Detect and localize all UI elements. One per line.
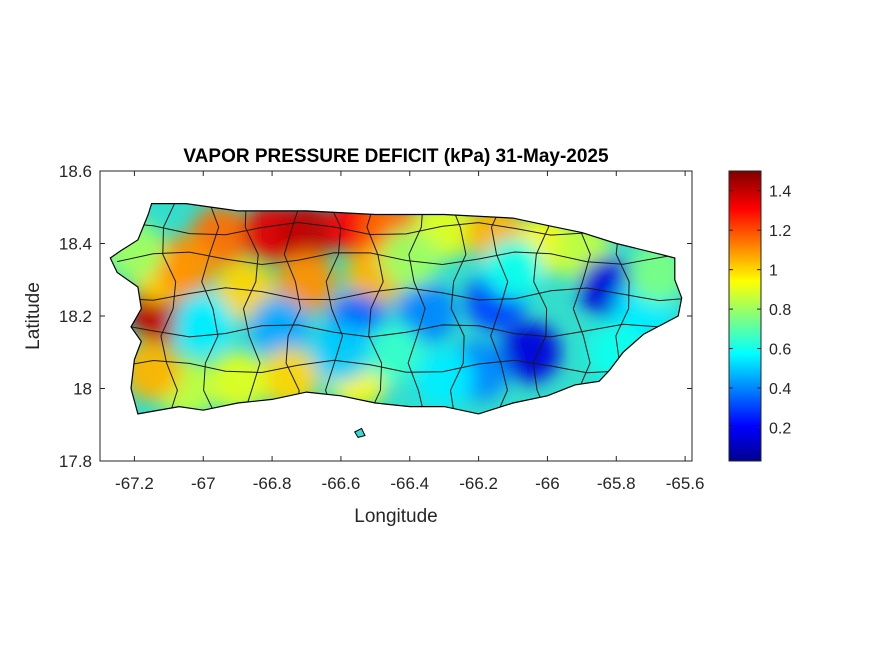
- colorbar-tick-label: 0.2: [769, 420, 791, 437]
- municipal-boundary: [242, 203, 261, 418]
- y-tick-label: 18.4: [59, 235, 92, 254]
- x-tick-label: -67: [191, 474, 216, 493]
- municipal-boundary: [117, 323, 682, 338]
- municipal-boundary: [283, 203, 302, 418]
- x-tick-label: -65.8: [597, 474, 636, 493]
- municipal-boundary: [532, 203, 550, 418]
- heat-point-11: [156, 235, 216, 296]
- colorbar-tick-label: 0.8: [769, 302, 791, 319]
- heat-point-33: [310, 322, 371, 383]
- x-tick-label: -65.6: [666, 474, 705, 493]
- municipal-boundary: [490, 203, 509, 418]
- y-tick-label: 18.2: [59, 307, 92, 326]
- colorbar-ticks: 0.2 0.4 0.6 0.8 1 1.2 1.4: [729, 184, 791, 437]
- colorbar-tick-label: 1.2: [769, 223, 791, 240]
- heat-point-15: [249, 296, 309, 357]
- coastline: [109, 203, 683, 415]
- heat-point-31: [173, 293, 234, 354]
- islet-outline: [353, 427, 366, 438]
- x-tick-label: -66.4: [390, 474, 429, 493]
- heat-point-32: [362, 322, 423, 383]
- municipal-boundary: [448, 203, 467, 418]
- x-tick-label: -66.8: [253, 474, 292, 493]
- x-axis-ticks: -67.2 -67 -66.8 -66.6 -66.4 -66.2 -66 -65.8 -65.…: [115, 171, 704, 493]
- municipal-boundary: [324, 203, 344, 418]
- municipal-boundaries: [117, 203, 682, 418]
- colorbar-tick-label: 1.4: [769, 184, 791, 201]
- municipal-boundary: [117, 359, 682, 374]
- heat-point-24: [414, 347, 475, 408]
- municipal-boundary: [407, 203, 426, 418]
- x-tick-label: -66.2: [459, 474, 498, 493]
- y-tick-label: 18.6: [59, 162, 92, 181]
- municipal-boundary: [117, 287, 682, 302]
- municipal-boundary: [366, 203, 384, 418]
- heat-point-17: [397, 282, 457, 343]
- map-axes: -67.2 -67 -66.8 -66.6 -66.4 -66.2 -66 -65.8 -65.…: [59, 162, 705, 493]
- y-tick-label: 18: [73, 380, 92, 399]
- y-axis-label: Latitude: [23, 282, 44, 350]
- colorbar-tick-label: 0.4: [769, 381, 791, 398]
- heat-point-27: [207, 351, 268, 412]
- heat-point-19: [500, 322, 561, 383]
- heat-point-35: [483, 238, 543, 299]
- x-axis-label: Longitude: [354, 506, 437, 527]
- municipal-boundary: [572, 203, 591, 418]
- y-tick-label: 17.8: [59, 452, 92, 471]
- x-tick-label: -66.6: [322, 474, 361, 493]
- y-axis-ticks: 17.8 18 18.2 18.4 18.6: [59, 162, 692, 471]
- municipal-boundary: [160, 203, 178, 418]
- heat-point-2: [276, 203, 337, 263]
- colorbar: 0.2 0.4 0.6 0.8 1 1.2 1.4: [728, 170, 791, 462]
- heatmap-layer: [110, 203, 682, 438]
- municipal-boundary: [117, 251, 682, 266]
- municipal-boundary: [201, 203, 220, 418]
- chart-title: VAPOR PRESSURE DEFICIT (kPa) 31-May-2025: [183, 146, 609, 167]
- colorbar-gradient: [728, 170, 762, 462]
- x-tick-label: -66: [535, 474, 560, 493]
- colorbar-tick-label: 0.6: [769, 342, 791, 359]
- x-tick-label: -67.2: [115, 474, 154, 493]
- colorbar-tick-label: 1: [769, 263, 778, 280]
